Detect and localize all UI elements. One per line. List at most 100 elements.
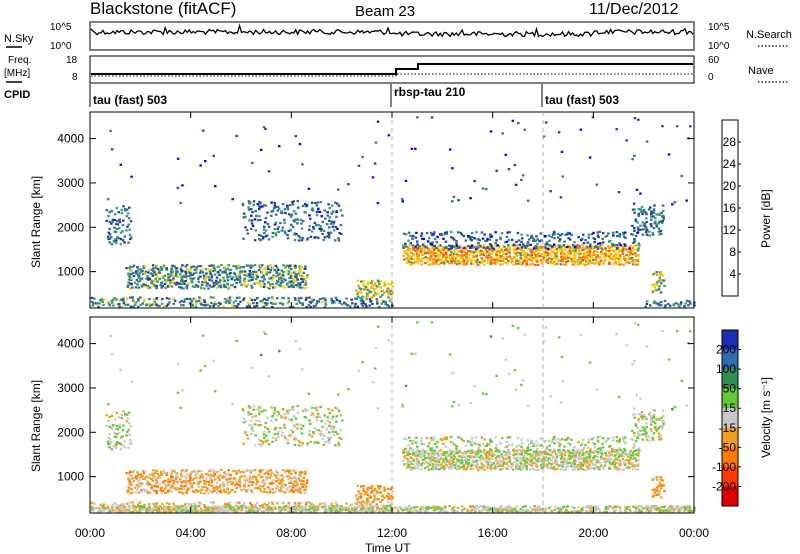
velocity-cell	[259, 488, 262, 491]
power-cell	[450, 251, 453, 254]
velocity-cell	[379, 491, 382, 494]
velocity-cell	[231, 403, 234, 406]
power-cell	[292, 286, 295, 289]
velocity-cell	[290, 485, 293, 488]
velocity-cell	[251, 483, 254, 486]
velocity-cell	[310, 503, 313, 506]
power-cell	[536, 254, 539, 257]
velocity-cell	[469, 450, 472, 454]
power-cell	[437, 254, 440, 257]
velocity-cell	[537, 457, 540, 460]
velocity-cell	[280, 434, 284, 437]
power-cell	[551, 250, 554, 253]
velocity-cell	[485, 444, 489, 447]
power-cell	[167, 279, 170, 282]
power-cell	[582, 252, 585, 255]
velocity-cell	[563, 510, 567, 513]
velocity-cell	[557, 464, 561, 467]
velocity-cell	[671, 408, 674, 411]
power-cell	[467, 257, 471, 260]
velocity-cell	[458, 450, 462, 453]
velocity-cell	[532, 443, 536, 446]
velocity-cell	[252, 408, 255, 411]
power-cell	[470, 239, 473, 242]
velocity-cell	[203, 505, 206, 509]
velocity-cell	[296, 483, 299, 486]
power-cell	[312, 298, 316, 302]
power-cell	[632, 202, 636, 205]
power-cell	[362, 302, 365, 305]
velocity-cell	[235, 470, 238, 473]
velocity-cell	[641, 433, 645, 436]
power-cell	[444, 252, 448, 255]
velocity-cell	[409, 439, 412, 442]
power-cell	[651, 273, 654, 276]
velocity-cell	[565, 451, 569, 454]
velocity-cell	[685, 404, 688, 407]
velocity-cell	[163, 487, 167, 490]
velocity-cell	[182, 505, 186, 508]
power-cell	[631, 263, 635, 266]
velocity-cell	[657, 432, 661, 435]
power-cell	[439, 251, 443, 254]
power-cell	[476, 258, 479, 261]
power-cell	[587, 236, 590, 239]
power-cell	[428, 258, 432, 261]
velocity-cell	[410, 456, 413, 459]
velocity-cell	[249, 413, 253, 416]
power-cell	[251, 161, 254, 164]
velocity-cell	[154, 471, 157, 475]
velocity-cell	[417, 464, 420, 467]
velocity-cell	[292, 415, 296, 418]
power-cell	[219, 279, 222, 282]
power-cell	[312, 227, 316, 230]
power-cell	[464, 247, 468, 250]
power-cell	[262, 285, 266, 288]
velocity-cell	[546, 463, 549, 466]
velocity-cell	[124, 508, 127, 512]
power-cell	[543, 258, 546, 261]
velocity-cell	[123, 446, 126, 449]
power-cell	[183, 298, 187, 301]
velocity-cell	[489, 461, 492, 464]
velocity-cell	[517, 464, 520, 467]
velocity-cell	[636, 454, 640, 457]
velocity-cell	[379, 485, 383, 488]
velocity-cell	[267, 443, 271, 446]
velocity-cell	[675, 330, 679, 333]
velocity-cell	[269, 474, 273, 477]
freq-panel-frame	[89, 55, 695, 84]
velocity-cell	[241, 475, 244, 478]
power-cell	[413, 248, 416, 251]
velocity-cell	[633, 413, 636, 416]
power-cell	[625, 253, 628, 256]
velocity-cell	[660, 416, 663, 419]
power-cell	[163, 266, 166, 269]
velocity-cell	[268, 476, 272, 479]
velocity-cell	[172, 502, 175, 505]
velocity-cell	[578, 455, 582, 458]
velocity-cell	[205, 477, 208, 480]
power-cell	[215, 286, 219, 289]
velocity-cell	[628, 450, 631, 453]
power-cell	[444, 246, 447, 249]
power-cell	[262, 228, 266, 231]
power-cell	[488, 252, 491, 255]
power-cell	[488, 249, 492, 252]
power-cell	[494, 231, 497, 234]
power-cell	[130, 277, 133, 280]
velocity-cell	[610, 506, 613, 509]
power-cell	[378, 282, 381, 286]
power-cell	[383, 284, 386, 288]
power-cell	[489, 256, 492, 259]
power-cell	[186, 297, 189, 300]
power-cell	[545, 242, 549, 245]
velocity-cell	[286, 442, 290, 445]
velocity-cell	[571, 449, 575, 452]
velocity-cell	[436, 457, 439, 460]
power-cell	[633, 240, 636, 243]
velocity-cell	[501, 337, 504, 340]
power-cell	[415, 252, 419, 255]
velocity-cell	[633, 434, 636, 437]
velocity-cell	[596, 466, 600, 469]
